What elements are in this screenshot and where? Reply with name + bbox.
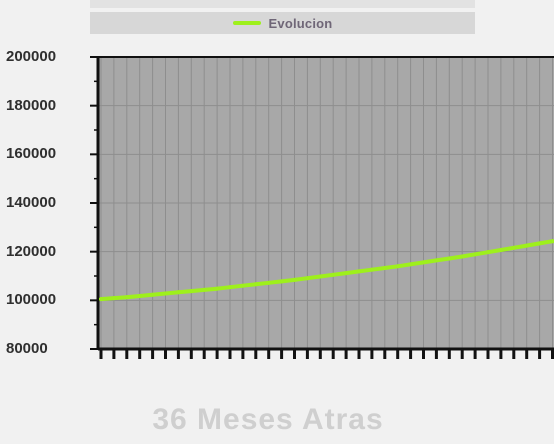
legend: Evolucion <box>90 12 475 34</box>
data-point <box>99 297 103 302</box>
y-tick-label-6: 80000 <box>6 340 48 357</box>
data-point <box>460 254 465 259</box>
data-point <box>202 287 207 292</box>
data-point <box>357 269 361 274</box>
legend-label-evolucion: Evolucion <box>268 15 333 31</box>
data-point <box>369 267 374 272</box>
data-point <box>137 293 142 298</box>
data-point <box>111 296 116 301</box>
data-point <box>150 292 155 297</box>
data-point <box>421 260 426 265</box>
x-axis-title: 36 Meses Atras <box>152 403 384 436</box>
legend-swatch-evolucion <box>232 21 261 25</box>
chart-title-band <box>90 0 475 8</box>
data-point <box>331 272 336 277</box>
data-point <box>176 290 181 295</box>
data-point <box>266 280 271 285</box>
data-point <box>486 250 490 255</box>
data-point <box>473 252 478 257</box>
y-tick-label-5: 100000 <box>6 291 57 309</box>
data-point <box>124 295 129 300</box>
data-point <box>382 265 387 270</box>
data-point <box>292 277 297 282</box>
data-point <box>318 274 323 279</box>
data-point <box>550 239 554 244</box>
data-point <box>240 283 245 288</box>
series-line-evolucion <box>99 239 554 302</box>
y-tick-label-1: 180000 <box>6 96 57 114</box>
data-point <box>408 262 413 267</box>
data-point <box>511 245 516 250</box>
data-point <box>498 247 503 252</box>
data-point <box>344 271 349 276</box>
data-point <box>305 276 310 281</box>
data-point <box>434 258 439 263</box>
data-point <box>447 256 452 261</box>
data-point <box>395 264 400 269</box>
y-tick-label-4: 120000 <box>6 242 57 260</box>
data-point <box>279 279 284 284</box>
y-tick-label-3: 140000 <box>6 194 57 211</box>
data-point <box>215 286 220 291</box>
data-point <box>537 241 542 246</box>
y-tick-label-2: 160000 <box>6 145 57 163</box>
data-point <box>189 289 194 294</box>
data-point <box>228 285 232 290</box>
data-point <box>253 282 258 287</box>
y-tick-label-0: 200000 <box>6 48 57 65</box>
data-point <box>163 291 168 296</box>
data-point <box>524 243 529 248</box>
